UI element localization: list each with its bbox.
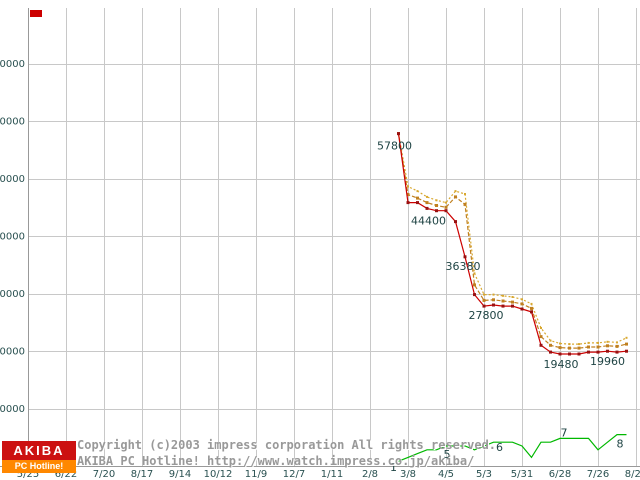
series-shop-count (398, 434, 627, 462)
x-tick-label: 7/26 (587, 469, 609, 480)
data-label: 6 (496, 441, 503, 454)
x-tick-label: 4/5 (438, 469, 454, 480)
series-lowest-price (397, 132, 628, 356)
y-tick-label: 60000 (0, 117, 25, 128)
x-axis-tick-labels: 5/25 6/22 7/20 8/17 9/14 10/12 11/9 12/7 1/11 2/8… (17, 469, 640, 480)
x-tick-label: 5/25 (17, 469, 39, 480)
y-tick-label: 30000 (0, 289, 25, 300)
akiba-logo: AKIBA PC Hotline! (2, 441, 76, 473)
y-tick-label: 70000 (0, 59, 25, 70)
data-point-labels: 57800 44400 36380 27800 19480 19960 1 5 6 7 8 (377, 140, 625, 475)
legend-marker (30, 10, 42, 17)
x-tick-label: 5/31 (511, 469, 533, 480)
x-tick-label: 2/8 (362, 469, 378, 480)
axes (0, 8, 640, 467)
data-label: 19960 (590, 355, 625, 368)
data-label: 57800 (377, 140, 412, 153)
x-tick-label: 5/3 (476, 469, 492, 480)
x-tick-label: 8/23 (625, 469, 640, 480)
y-axis-tick-labels: 010000200003000040000500006000070000 (0, 59, 25, 473)
x-tick-label: 1/11 (321, 469, 343, 480)
x-tick-label: 7/20 (93, 469, 115, 480)
data-label: 19480 (544, 358, 579, 371)
data-label: 27800 (469, 309, 504, 322)
x-tick-label: 10/12 (204, 469, 233, 480)
x-tick-label: 6/22 (55, 469, 77, 480)
data-label: 44400 (411, 215, 446, 228)
x-tick-label: 6/28 (549, 469, 571, 480)
x-tick-label: 12/7 (283, 469, 305, 480)
series-average-price (397, 132, 628, 350)
y-tick-label: 10000 (0, 404, 25, 415)
data-label: 36380 (446, 260, 481, 273)
akiba-logo-title: AKIBA (2, 441, 76, 460)
x-tick-label: 9/14 (169, 469, 191, 480)
akiba-logo-subtitle: PC Hotline! (2, 460, 76, 473)
data-label: 8 (617, 438, 624, 451)
footer-credits: Copyright (c)2003 impress corporation Al… (77, 437, 496, 469)
y-tick-label: 40000 (0, 232, 25, 243)
y-tick-label: 50000 (0, 174, 25, 185)
x-tick-label: 8/17 (131, 469, 153, 480)
x-tick-label: 3/8 (400, 469, 416, 480)
grid-lines (28, 8, 640, 466)
data-label: 1 (390, 461, 397, 474)
series-highest-price (397, 132, 628, 346)
x-tick-label: 11/9 (245, 469, 267, 480)
site-url-line: AKIBA PC Hotline! http://www.watch.impre… (77, 454, 475, 468)
copyright-line: Copyright (c)2003 impress corporation Al… (77, 438, 497, 452)
data-label: 5 (444, 448, 451, 461)
data-label: 7 (561, 426, 568, 439)
